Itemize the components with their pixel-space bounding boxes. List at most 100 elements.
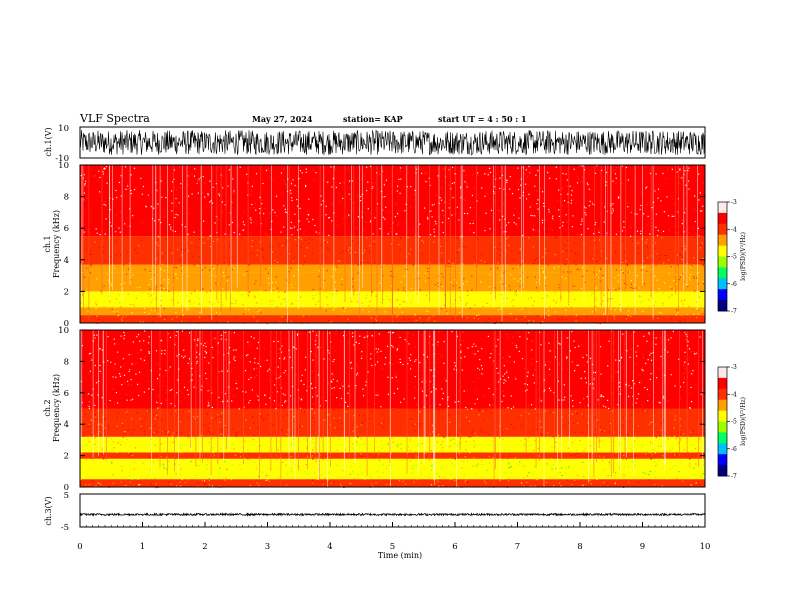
spectrogram-speckle bbox=[371, 224, 373, 226]
spectrogram-speckle bbox=[582, 461, 584, 463]
spectrogram-speckle bbox=[561, 204, 563, 206]
spectrogram-speckle bbox=[619, 425, 621, 427]
spectrogram-speckle bbox=[120, 254, 122, 256]
spectrogram-speckle bbox=[640, 230, 642, 232]
spectrogram-speckle bbox=[109, 246, 111, 248]
spectrogram-speckle bbox=[325, 242, 327, 244]
spectrogram-speckle bbox=[679, 177, 681, 179]
spectrogram-speckle bbox=[481, 253, 483, 255]
spectrogram-speckle bbox=[325, 181, 327, 183]
spectrogram-speckle bbox=[195, 474, 198, 477]
spectrogram-speckle bbox=[142, 251, 144, 253]
spectrogram-speckle bbox=[616, 168, 618, 170]
spectrogram-speckle bbox=[686, 401, 688, 403]
spectrogram-speckle bbox=[181, 330, 183, 332]
spectrogram-speckle bbox=[201, 385, 203, 387]
spectrogram-speckle bbox=[601, 398, 603, 400]
spectrogram-speckle bbox=[700, 263, 702, 265]
spectrogram-speckle bbox=[512, 196, 515, 198]
spectrogram-speckle bbox=[528, 351, 530, 353]
spectrogram-speckle bbox=[670, 266, 672, 268]
spectrogram-speckle bbox=[117, 404, 119, 407]
spectrogram-speckle bbox=[375, 394, 377, 396]
spectrogram-speckle bbox=[159, 169, 161, 171]
spectrogram-speckle bbox=[562, 319, 564, 321]
spectrogram-speckle bbox=[551, 229, 553, 231]
spectrogram-speckle bbox=[201, 237, 203, 239]
spectrogram-speckle bbox=[225, 235, 227, 237]
spectrogram-speckle bbox=[583, 413, 585, 415]
spectrogram-speckle bbox=[282, 218, 284, 220]
spectrogram-speckle bbox=[339, 230, 342, 232]
spectrogram-speckle bbox=[510, 250, 513, 252]
spectrogram-speckle bbox=[503, 453, 505, 455]
spectrogram-speckle bbox=[635, 237, 637, 239]
spectrogram-speckle bbox=[474, 403, 476, 405]
spectrogram-speckle bbox=[170, 308, 172, 310]
spectrogram-speckle bbox=[502, 283, 504, 285]
spectrogram-speckle bbox=[397, 414, 399, 416]
spectrogram-speckle bbox=[536, 203, 538, 205]
spectrogram-speckle bbox=[596, 274, 598, 276]
spectrogram-speckle bbox=[324, 281, 326, 283]
spectrogram-speckle bbox=[331, 276, 333, 278]
spectrogram-speckle bbox=[595, 305, 597, 307]
spectrogram-speckle bbox=[680, 360, 682, 362]
spectrogram-speckle bbox=[551, 246, 553, 248]
spectrogram-speckle bbox=[691, 177, 693, 179]
spectrogram-speckle bbox=[191, 374, 193, 376]
spectrogram-speckle bbox=[654, 275, 656, 277]
spectrogram-speckle bbox=[582, 416, 584, 419]
spectrogram-speckle bbox=[440, 245, 442, 247]
spectrogram-speckle bbox=[528, 320, 530, 322]
spectrogram-speckle bbox=[651, 259, 653, 261]
spectrogram-speckle bbox=[277, 206, 279, 208]
spectrogram-speckle bbox=[90, 250, 92, 252]
spectrogram-speckle bbox=[91, 442, 93, 444]
spectrogram-speckle bbox=[142, 185, 145, 188]
spectrogram-speckle bbox=[173, 386, 175, 388]
spectrogram-speckle bbox=[502, 357, 504, 359]
spectrogram-speckle bbox=[130, 187, 132, 189]
spectrogram-speckle bbox=[519, 283, 521, 285]
spectrogram-speckle bbox=[599, 356, 601, 358]
spectrogram-speckle bbox=[291, 287, 293, 289]
spectrogram-speckle bbox=[352, 202, 354, 204]
spectrogram-speckle bbox=[583, 169, 585, 171]
spectrogram-speckle bbox=[301, 425, 303, 427]
spectrogram-speckle bbox=[590, 273, 592, 275]
spectrogram-speckle bbox=[647, 215, 649, 217]
spectrogram-speckle bbox=[612, 210, 614, 212]
spectrogram-speckle bbox=[349, 215, 352, 217]
spectrogram-speckle bbox=[489, 273, 491, 276]
spectrogram-speckle bbox=[655, 173, 657, 175]
spectrogram-speckle bbox=[103, 306, 105, 308]
spectrogram-speckle bbox=[304, 239, 306, 241]
spectrogram-speckle bbox=[599, 166, 601, 168]
spectrogram-speckle bbox=[630, 235, 632, 237]
spectrogram-speckle bbox=[531, 349, 533, 351]
spectrogram-speckle bbox=[171, 318, 173, 320]
spectrogram-speckle bbox=[585, 402, 587, 404]
spectrogram-speckle bbox=[455, 296, 457, 299]
spectrogram-speckle bbox=[83, 224, 85, 226]
spectrogram-speckle bbox=[154, 220, 156, 222]
spectrogram-speckle bbox=[424, 267, 426, 269]
spectrogram-speckle bbox=[582, 165, 584, 167]
spectrogram-speckle bbox=[151, 187, 153, 189]
spectrogram-speckle bbox=[281, 428, 283, 430]
spectrogram-speckle bbox=[298, 220, 300, 222]
spectrogram-speckle bbox=[176, 485, 178, 487]
spectrogram-speckle bbox=[675, 192, 678, 194]
spectrogram-speckle bbox=[97, 366, 99, 368]
spectrogram-speckle bbox=[440, 308, 443, 310]
spectrogram-speckle bbox=[655, 301, 657, 303]
spectrogram-speckle bbox=[351, 300, 353, 303]
spectrogram-speckle bbox=[412, 231, 414, 233]
spectrogram-speckle bbox=[121, 319, 123, 321]
spectrogram-speckle bbox=[473, 232, 475, 234]
spectrogram-speckle bbox=[183, 196, 185, 198]
spectrogram-speckle bbox=[231, 221, 233, 223]
spectrogram-speckle bbox=[385, 484, 387, 486]
spectrogram-speckle bbox=[180, 242, 182, 244]
